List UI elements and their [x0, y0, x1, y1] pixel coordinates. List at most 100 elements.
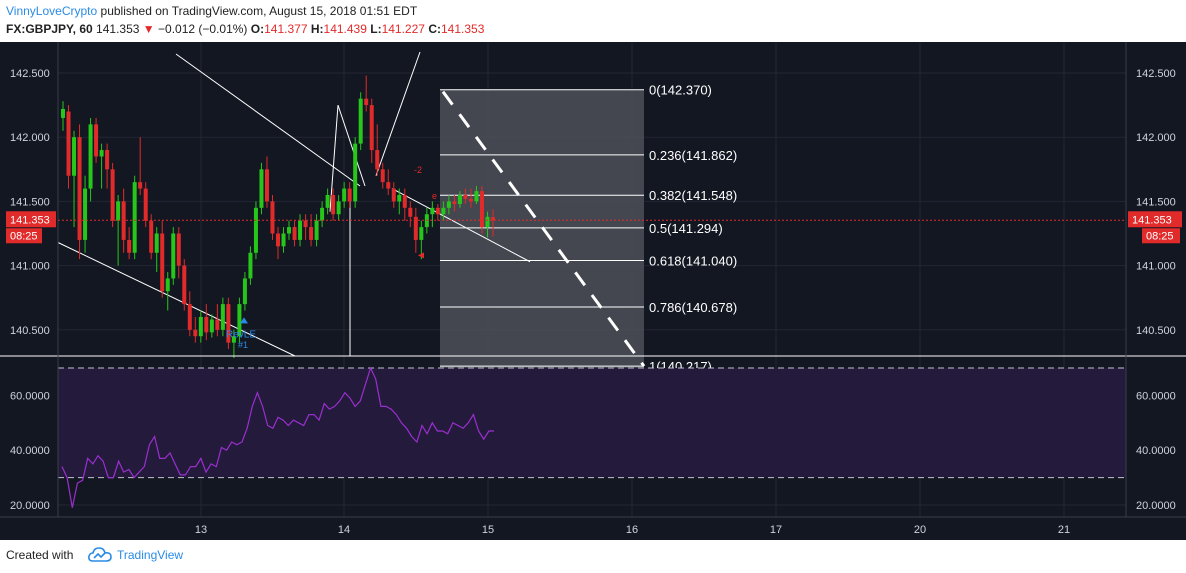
- candle-body: [231, 336, 236, 343]
- rsi-tick-label: 20.0000: [1136, 500, 1176, 512]
- candle-body: [485, 216, 490, 228]
- countdown-badge-left: [6, 228, 42, 244]
- candle-body: [358, 98, 363, 144]
- countdown-label: 08:25: [10, 230, 38, 242]
- price-badge-right: [1128, 211, 1182, 228]
- candle-body: [413, 216, 418, 240]
- x-tick-label: 21: [1058, 524, 1070, 536]
- candle-body: [242, 278, 247, 305]
- rsi-panel: [0, 355, 1186, 508]
- fib-box: [440, 89, 644, 375]
- y-tick-label: 141.000: [1136, 261, 1176, 273]
- candle-body: [165, 278, 170, 292]
- candle-body: [105, 150, 110, 170]
- fib-level-label: 0.5(141.294): [649, 221, 723, 236]
- candle-body: [369, 105, 374, 151]
- candle-body: [209, 319, 214, 333]
- trendline-projection: [391, 188, 531, 263]
- ohlc-line: FX:GBPJPY, 60 141.353 ▼ −0.012 (−0.01%) …: [6, 22, 484, 36]
- open-label: O:: [250, 22, 265, 36]
- publish-line: VinnyLoveCrypto published on TradingView…: [6, 4, 417, 18]
- candle-body: [292, 227, 297, 240]
- candle-body: [276, 233, 280, 247]
- candle-body: [248, 252, 253, 279]
- candle-body: [479, 191, 484, 228]
- candle-body: [215, 319, 220, 330]
- y-tick-label: 141.500: [1136, 196, 1176, 208]
- rsi-band: [58, 368, 1126, 478]
- candle-body: [386, 182, 391, 189]
- candle-body: [110, 169, 115, 221]
- candle-body: [336, 201, 341, 215]
- fib-retracement: 0(142.370) 0.236(141.862) 0.382(141.548) 0.…: [440, 83, 737, 374]
- strategy-label: #1: [238, 340, 248, 350]
- candle-body: [176, 233, 181, 266]
- strategy-label: e: [432, 191, 437, 201]
- strategy-label: -2: [414, 165, 422, 175]
- price-chart[interactable]: 0(142.370) 0.236(141.862) 0.382(141.548) 0.…: [0, 42, 1186, 540]
- last-price: 141.353: [96, 22, 140, 36]
- candle-body: [220, 304, 225, 330]
- trendline-lower: [57, 242, 296, 357]
- candle-body: [309, 227, 314, 240]
- candle-body: [419, 227, 424, 240]
- strategy-label: RevLE: [226, 330, 256, 341]
- candle-body: [397, 194, 402, 202]
- trendline-upper: [175, 53, 361, 187]
- y-tick-label: 140.500: [1136, 325, 1176, 337]
- candle-body: [408, 207, 413, 217]
- candle-body: [127, 239, 132, 253]
- price-badge-label: 141.353: [1132, 214, 1172, 226]
- created-with-label: Created with: [6, 548, 74, 562]
- x-tick-label: 13: [195, 524, 207, 536]
- candle-body: [171, 233, 176, 279]
- open-value: 141.377: [264, 22, 308, 36]
- candle-body: [402, 194, 407, 208]
- candle-body: [347, 188, 352, 202]
- low-label: L:: [370, 22, 382, 36]
- rsi-tick-label: 40.0000: [1136, 445, 1176, 457]
- x-tick-label: 20: [914, 524, 926, 536]
- candle-body: [375, 150, 380, 170]
- candle-body: [380, 169, 385, 183]
- exit-arrow-icon: [418, 252, 424, 259]
- candle-body: [287, 227, 292, 234]
- candle-body: [61, 108, 65, 118]
- y-tick-label: 142.500: [10, 68, 50, 80]
- y-tick-label: 142.000: [10, 132, 50, 144]
- candle-body: [474, 191, 479, 202]
- rsi-tick-label: 40.0000: [10, 445, 50, 457]
- trendline-leg: [375, 51, 421, 176]
- candle-body: [116, 201, 121, 221]
- candle-body: [99, 150, 104, 157]
- candle-body: [468, 198, 473, 202]
- candle-body: [320, 207, 325, 221]
- close-value: 141.353: [440, 22, 485, 36]
- candle-body: [430, 207, 435, 215]
- symbol-label: FX:GBPJPY, 60: [6, 22, 93, 36]
- candle-body: [342, 188, 347, 202]
- tradingview-link[interactable]: TradingView: [117, 548, 184, 562]
- candle-body: [72, 137, 77, 176]
- candle-body: [463, 194, 468, 199]
- trendline-leg: [337, 104, 366, 187]
- candle-body: [160, 233, 165, 292]
- candle-body: [435, 207, 440, 215]
- drawings: [57, 51, 531, 357]
- author-link[interactable]: VinnyLoveCrypto: [6, 4, 98, 18]
- candle-body: [491, 217, 495, 221]
- trendline-leg: [329, 105, 339, 212]
- candle-body: [353, 143, 358, 202]
- candle-body: [446, 201, 451, 208]
- footer: Created with TradingView: [0, 540, 1186, 573]
- candle-body: [441, 207, 446, 215]
- candle-body: [391, 188, 396, 202]
- entry-arrow-icon: [240, 317, 248, 324]
- candle-body: [143, 188, 148, 221]
- candle-body: [182, 265, 187, 305]
- fib-level-label: 0.786(140.678): [649, 300, 737, 315]
- price-change: −0.012 (−0.01%): [158, 22, 248, 36]
- publish-info: published on TradingView.com, August 15,…: [100, 4, 418, 18]
- candle-body: [364, 98, 369, 106]
- countdown-label: 08:25: [1146, 230, 1174, 242]
